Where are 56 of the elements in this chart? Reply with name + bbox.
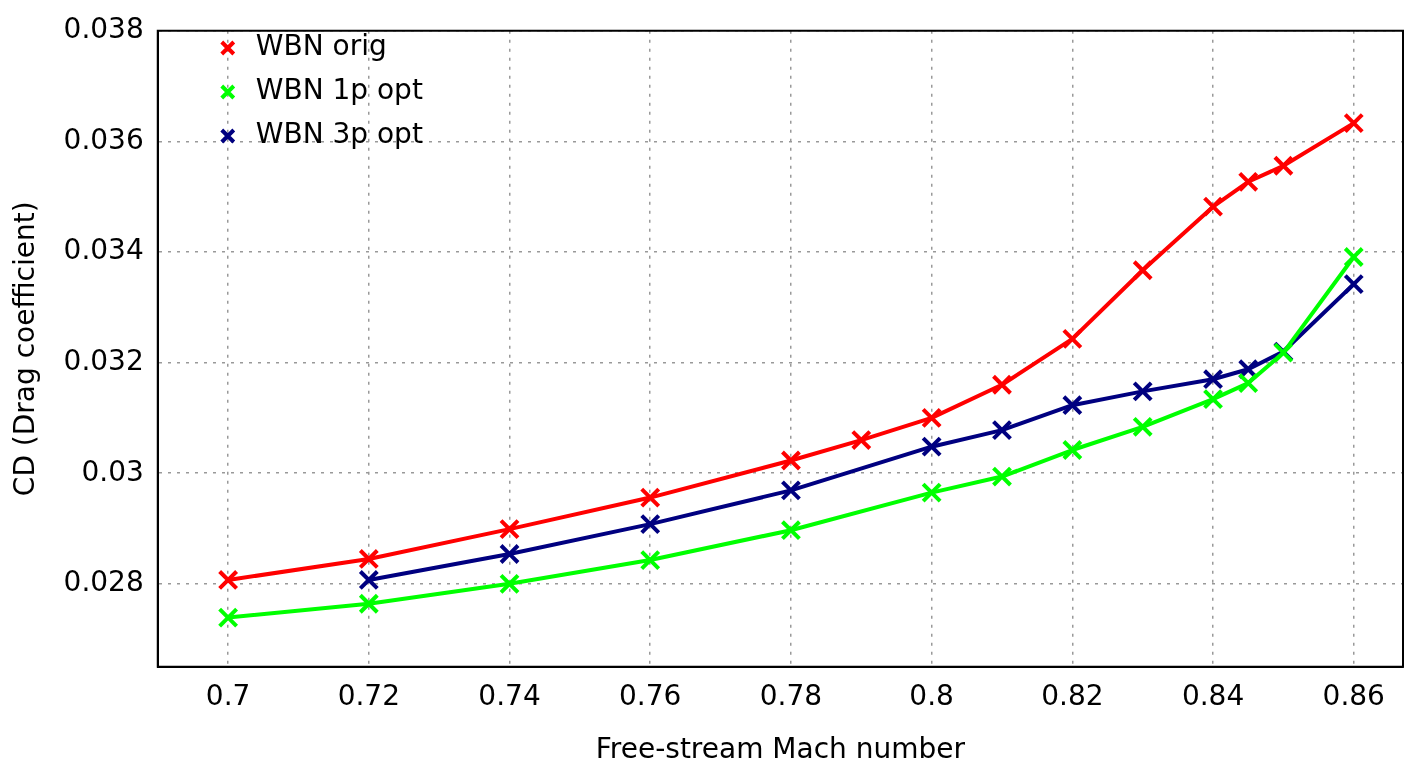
y-tick-label: 0.03	[81, 454, 144, 488]
point	[1132, 416, 1154, 438]
x-tick-label: 0.7	[205, 678, 251, 712]
point	[1272, 155, 1294, 177]
point	[1237, 372, 1259, 394]
point	[1061, 328, 1083, 350]
point	[780, 519, 802, 541]
point	[639, 549, 661, 571]
point	[991, 374, 1013, 396]
point	[358, 569, 380, 591]
point	[639, 487, 661, 509]
point	[499, 573, 521, 595]
point	[499, 543, 521, 565]
point	[1237, 171, 1259, 193]
y-tick-label: 0.036	[63, 122, 144, 156]
legend-label: WBN orig	[255, 29, 387, 63]
point	[1202, 196, 1224, 218]
point	[358, 593, 380, 615]
x-tick-label: 0.72	[337, 678, 400, 712]
point	[921, 407, 943, 429]
y-tick-label: 0.028	[63, 565, 144, 599]
point	[217, 607, 239, 629]
y-tick-label: 0.034	[63, 233, 144, 267]
legend-label: WBN 1p opt	[255, 73, 423, 107]
x-tick-label: 0.76	[619, 678, 682, 712]
point	[1202, 368, 1224, 390]
point	[358, 548, 380, 570]
point	[1132, 259, 1154, 281]
x-tick-label: 0.86	[1322, 678, 1385, 712]
point	[780, 479, 802, 501]
point	[217, 569, 239, 591]
point	[1061, 439, 1083, 461]
point	[780, 450, 802, 471]
point	[921, 482, 943, 504]
point	[639, 513, 661, 535]
point	[1343, 246, 1365, 268]
point	[1061, 394, 1083, 416]
point	[1132, 380, 1154, 402]
point	[991, 419, 1013, 441]
y-tick-label: 0.038	[63, 12, 144, 46]
point	[499, 518, 521, 540]
point	[1343, 112, 1365, 134]
point	[921, 436, 943, 458]
y-axis-title: CD (Drag coefficient)	[8, 201, 42, 497]
point	[1202, 388, 1224, 410]
x-tick-label: 0.84	[1181, 678, 1245, 712]
x-tick-label: 0.82	[1041, 678, 1104, 712]
x-tick-label: 0.78	[759, 678, 823, 712]
point	[850, 429, 872, 451]
x-axis-title: Free-stream Mach number	[595, 732, 966, 766]
y-tick-label: 0.032	[63, 343, 144, 377]
legend-label: WBN 3p opt	[255, 117, 423, 151]
x-tick-label: 0.74	[478, 678, 541, 712]
point	[991, 466, 1013, 488]
point	[1343, 273, 1365, 295]
x-tick-label: 0.8	[909, 678, 954, 712]
